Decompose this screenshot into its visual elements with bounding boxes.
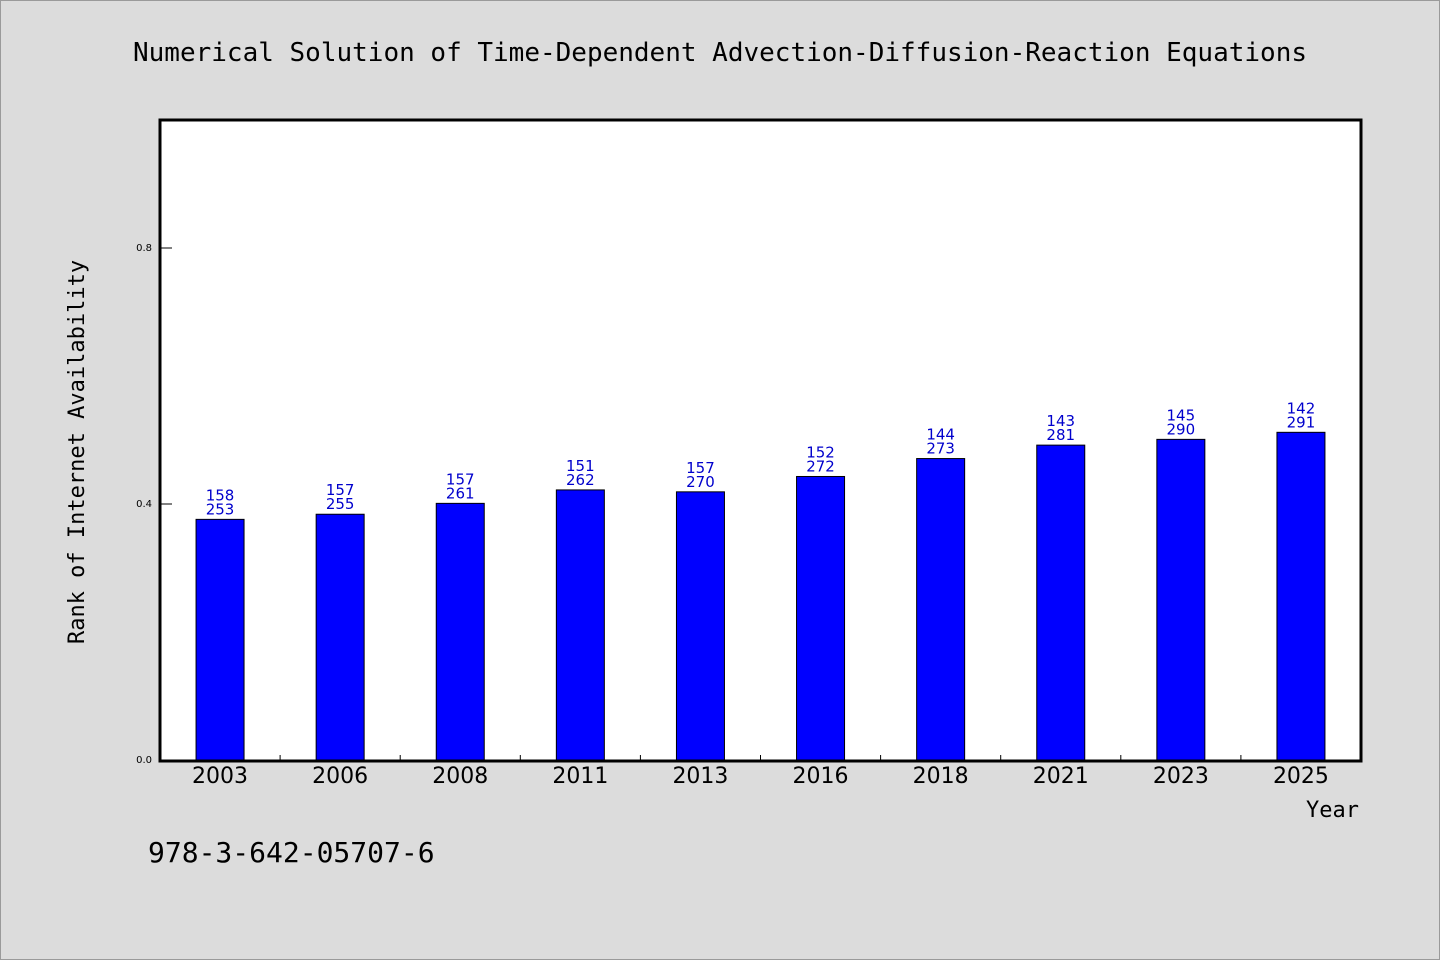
- data-label-top-2008: 157: [446, 470, 475, 488]
- x-axis-ticks: 2003 2006 2008 2011 2013 2016 2018 2021 2023 2025: [192, 755, 1329, 789]
- bar-2016: [796, 475, 846, 761]
- y-tick-label-0.0: 0.0: [136, 755, 152, 766]
- data-label-top-2003: 158: [206, 486, 235, 504]
- data-label-top-2016: 152: [806, 443, 835, 461]
- bar-2018: [916, 458, 966, 761]
- data-label-bottom-2008: 261: [446, 484, 475, 502]
- x-tick-label-2021: 2021: [1033, 764, 1089, 789]
- bar-2008: [435, 502, 485, 761]
- data-label-top-2011: 151: [566, 457, 595, 475]
- data-label-top-2018: 144: [926, 426, 955, 444]
- data-label-bottom-2013: 270: [686, 473, 715, 491]
- x-tick-label-2018: 2018: [913, 764, 969, 789]
- data-label-bottom-2003: 253: [206, 500, 235, 518]
- bar-2011: [555, 489, 605, 761]
- data-label-top-2025: 142: [1287, 399, 1316, 417]
- bar-2021: [1036, 444, 1086, 761]
- bar-2023: [1156, 438, 1206, 761]
- data-label-top-2006: 157: [326, 481, 355, 499]
- data-label-bottom-2018: 273: [926, 440, 955, 458]
- y-axis-label: Rank of Internet Availability: [65, 260, 90, 644]
- bar-2025: [1276, 431, 1326, 761]
- data-label-top-2013: 157: [686, 459, 715, 477]
- bar-2003: [195, 518, 245, 761]
- data-labels-group: 1582531572551572611512621572701522721442…: [206, 399, 1316, 518]
- data-label-bottom-2023: 290: [1167, 420, 1196, 438]
- x-tick-label-2016: 2016: [793, 764, 849, 789]
- x-tick-label-2023: 2023: [1153, 764, 1209, 789]
- y-tick-label-0.4: 0.4: [136, 499, 152, 510]
- x-tick-label-2008: 2008: [432, 764, 488, 789]
- y-axis-ticks: 0.0 0.4 0.8: [136, 243, 172, 766]
- x-tick-label-2013: 2013: [672, 764, 728, 789]
- x-tick-label-2025: 2025: [1273, 764, 1329, 789]
- x-tick-label-2003: 2003: [192, 764, 248, 789]
- x-tick-label-2006: 2006: [312, 764, 368, 789]
- y-tick-label-0.8: 0.8: [136, 243, 152, 254]
- data-label-bottom-2016: 272: [806, 457, 835, 475]
- data-label-top-2023: 145: [1167, 406, 1196, 424]
- bar-2013: [675, 491, 725, 761]
- x-tick-label-2011: 2011: [552, 764, 608, 789]
- data-label-bottom-2011: 262: [566, 471, 595, 489]
- bar-2006: [315, 513, 365, 761]
- data-label-bottom-2021: 281: [1046, 426, 1075, 444]
- isbn-footer: 978-3-642-05707-6: [148, 836, 435, 869]
- x-axis-label: Year: [1306, 798, 1359, 823]
- data-label-top-2021: 143: [1046, 412, 1075, 430]
- bars-group: [195, 431, 1326, 761]
- data-label-bottom-2006: 255: [326, 495, 355, 513]
- chart-title: Numerical Solution of Time-Dependent Adv…: [133, 38, 1307, 68]
- data-label-bottom-2025: 291: [1287, 413, 1316, 431]
